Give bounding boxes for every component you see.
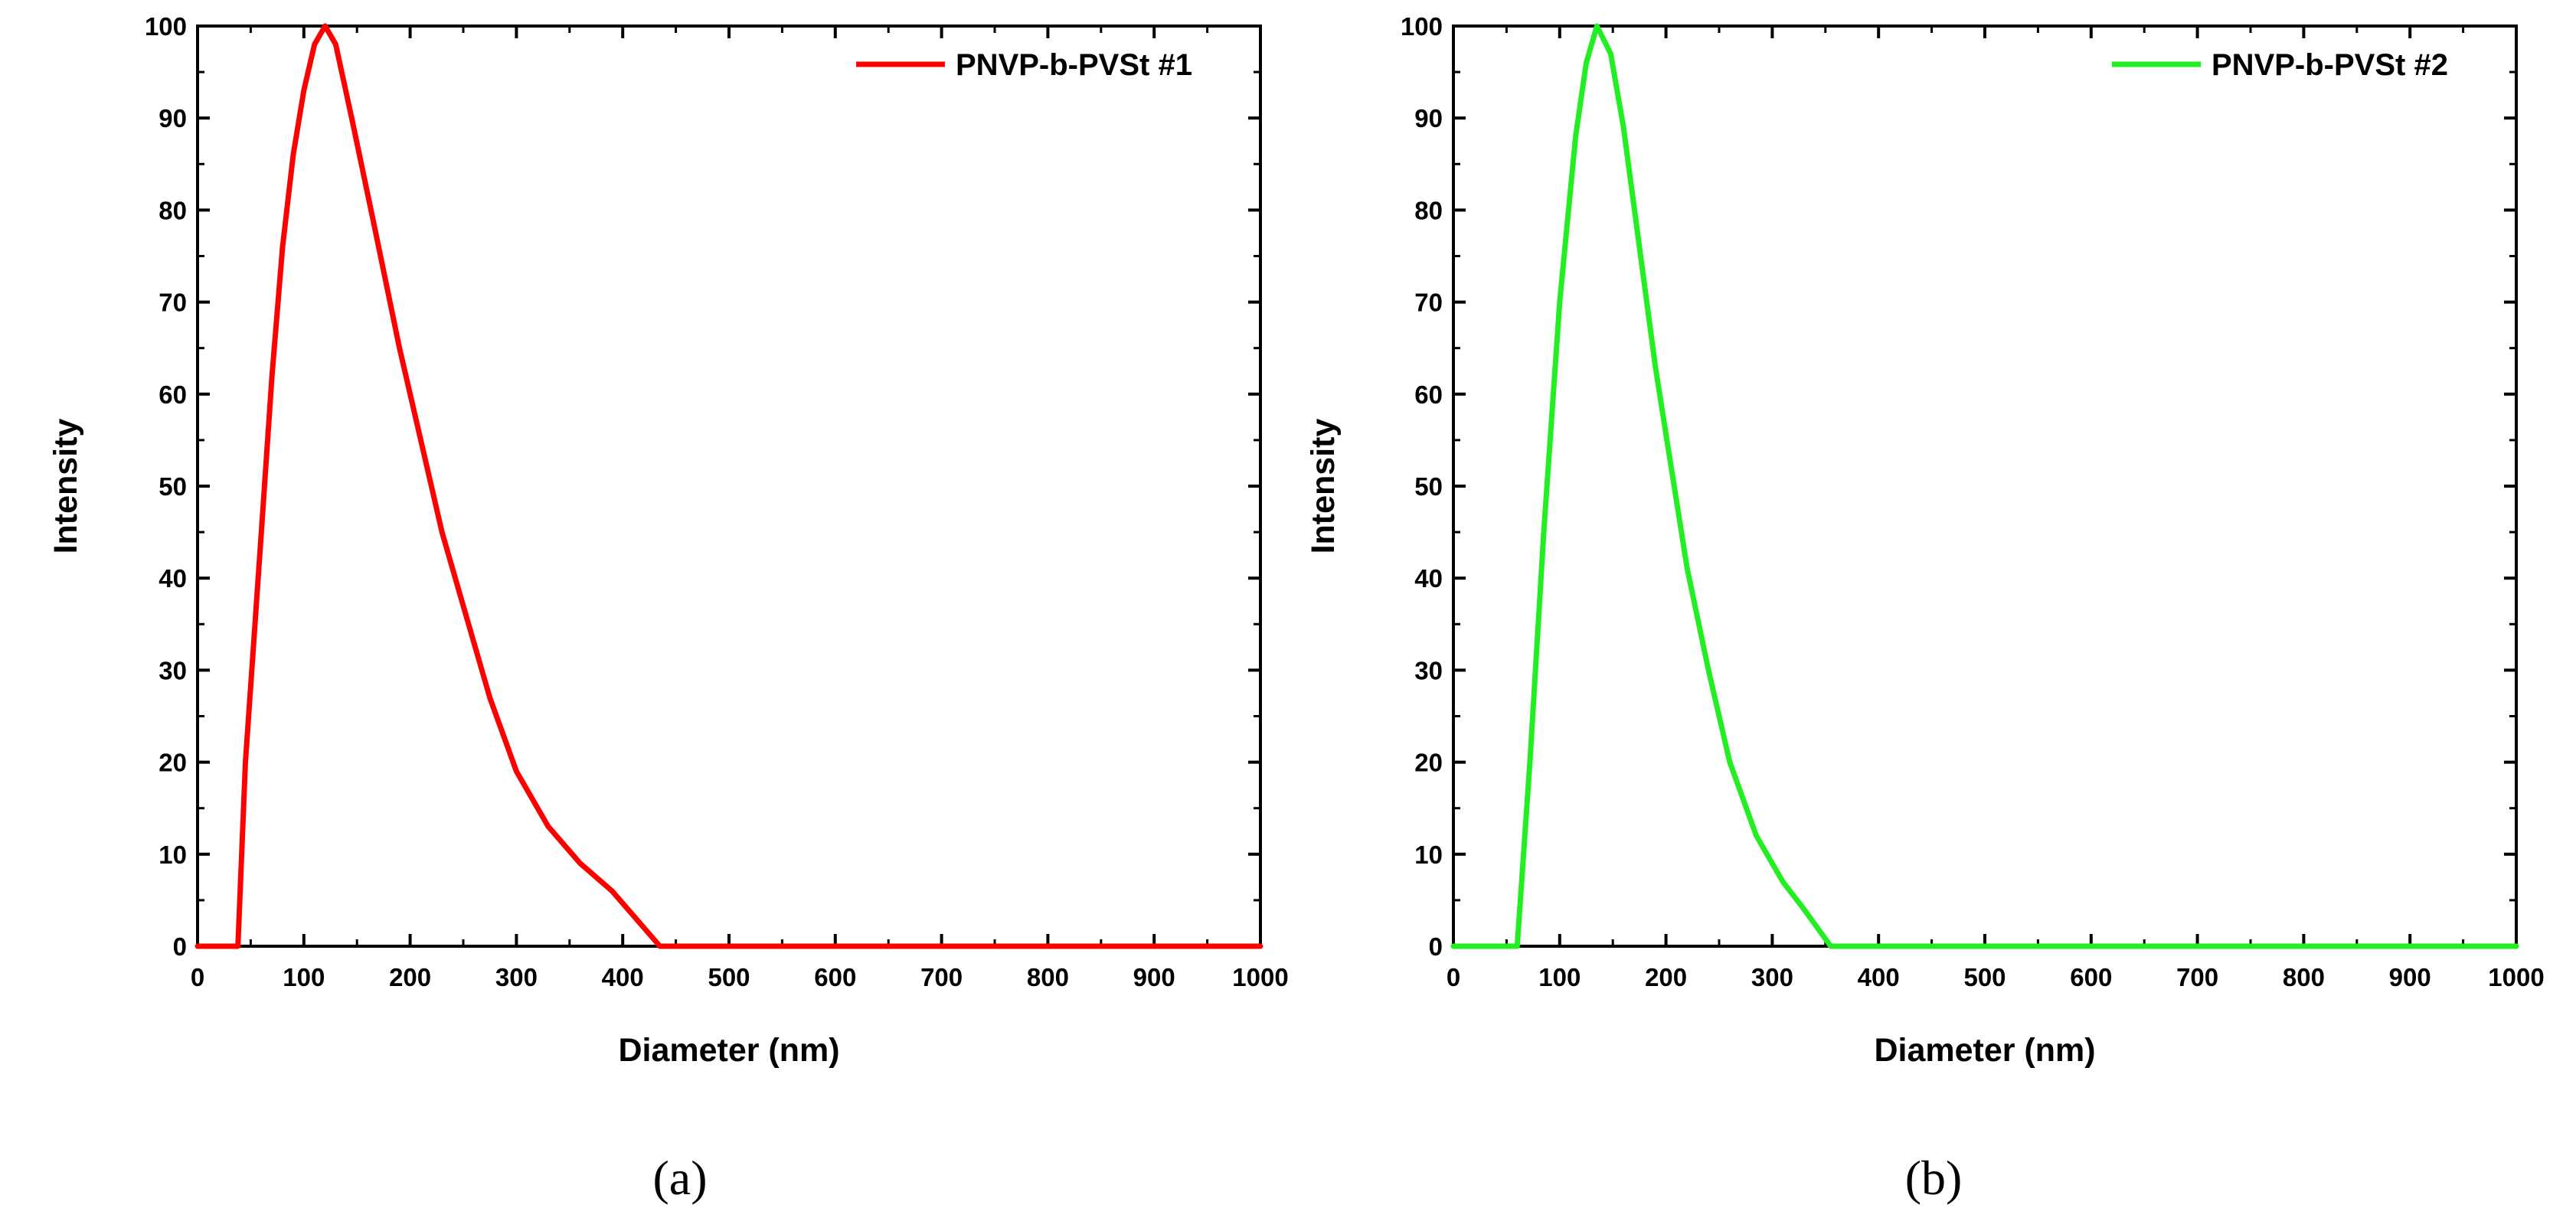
y-tick-label: 20 [159, 749, 187, 777]
y-tick-label: 0 [1429, 932, 1443, 961]
x-tick-label: 1000 [2488, 963, 2544, 991]
y-tick-label: 70 [1414, 289, 1443, 317]
y-tick-label: 20 [1414, 749, 1443, 777]
y-tick-label: 80 [1414, 196, 1443, 224]
y-tick-label: 30 [159, 656, 187, 684]
x-tick-label: 300 [495, 963, 538, 991]
y-tick-label: 40 [1414, 564, 1443, 593]
y-tick-label: 0 [173, 932, 187, 961]
x-tick-label: 1000 [1232, 963, 1288, 991]
y-tick-label: 90 [1414, 104, 1443, 132]
x-tick-label: 200 [389, 963, 431, 991]
x-tick-label: 500 [1963, 963, 2006, 991]
x-tick-label: 0 [1447, 963, 1460, 991]
y-tick-label: 60 [1414, 380, 1443, 409]
x-axis-title: Diameter (nm) [1874, 1032, 2095, 1069]
x-tick-label: 100 [1538, 963, 1581, 991]
x-tick-label: 900 [2389, 963, 2431, 991]
panel-label: (a) [652, 1151, 707, 1205]
x-axis-title: Diameter (nm) [618, 1032, 839, 1069]
y-tick-label: 90 [159, 104, 187, 132]
y-tick-label: 50 [159, 472, 187, 501]
y-tick-label: 80 [159, 196, 187, 224]
x-tick-label: 700 [2176, 963, 2218, 991]
plot-frame [1452, 24, 2518, 948]
y-axis-title: Intensity [47, 419, 84, 554]
legend-label: PNVP-b-PVSt #2 [2212, 48, 2448, 82]
x-tick-label: 200 [1645, 963, 1687, 991]
x-tick-label: 900 [1133, 963, 1175, 991]
y-tick-label: 60 [159, 380, 187, 409]
x-tick-label: 700 [920, 963, 963, 991]
y-tick-label: 10 [159, 841, 187, 869]
x-tick-label: 600 [2070, 963, 2112, 991]
x-tick-label: 300 [1751, 963, 1793, 991]
series-line [195, 23, 1263, 949]
x-tick-label: 800 [2283, 963, 2325, 991]
x-tick-label: 100 [283, 963, 325, 991]
y-tick-label: 10 [1414, 841, 1443, 869]
x-tick-label: 0 [191, 963, 204, 991]
series-line [1450, 23, 2519, 949]
plot-frame [196, 24, 1262, 948]
x-tick-label: 600 [814, 963, 856, 991]
x-tick-label: 400 [1858, 963, 1900, 991]
legend-label: PNVP-b-PVSt #1 [956, 48, 1192, 82]
x-tick-label: 400 [602, 963, 644, 991]
panel-label: (b) [1905, 1151, 1963, 1205]
x-tick-label: 800 [1027, 963, 1069, 991]
y-tick-label: 50 [1414, 472, 1443, 501]
x-tick-label: 500 [708, 963, 750, 991]
chart-panel-b: 0 100 200 300 400 500 600 700 800 900 1000 0 10 20 30 4… [1305, 12, 2545, 1205]
chart-panel-a: 0 100 200 300 400 500 600 700 800 900 1000 0 10 20 30 4… [47, 12, 1289, 1205]
y-tick-label: 100 [1401, 12, 1443, 41]
y-tick-label: 30 [1414, 656, 1443, 684]
y-tick-label: 100 [145, 12, 187, 41]
y-tick-label: 70 [159, 289, 187, 317]
y-tick-label: 40 [159, 564, 187, 593]
y-axis-title: Intensity [1305, 419, 1342, 554]
